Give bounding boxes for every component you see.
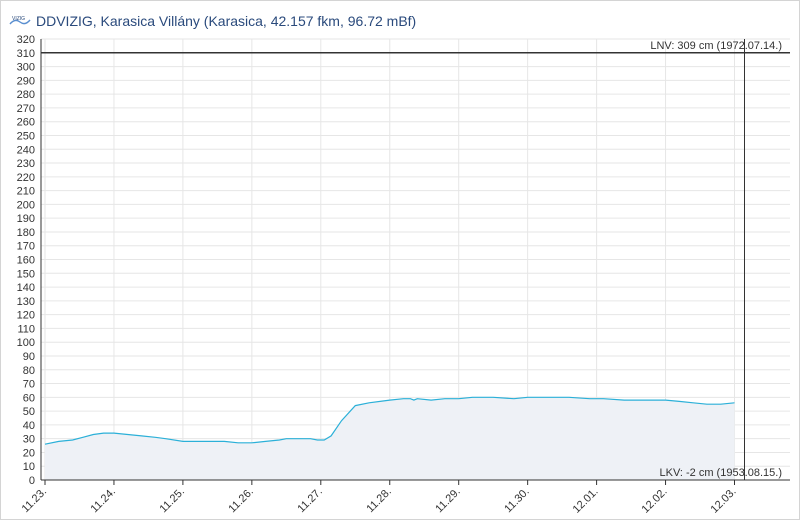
y-tick-label: 10 [23, 461, 35, 473]
chart-header: VIZIG DDVIZIG, Karasica Villány (Karasic… [9, 10, 416, 32]
x-tick-label: 11.25. [157, 486, 187, 516]
x-tick-label: 11.26. [226, 486, 256, 516]
y-tick-label: 280 [17, 89, 35, 101]
y-tick-label: 180 [17, 227, 35, 239]
y-tick-label: 220 [17, 172, 35, 184]
y-tick-label: 270 [17, 103, 35, 115]
y-tick-label: 60 [23, 392, 35, 404]
y-tick-label: 300 [17, 62, 35, 74]
y-tick-label: 100 [17, 337, 35, 349]
x-tick-label: 11.24. [89, 486, 119, 516]
y-tick-label: 110 [17, 323, 35, 335]
y-tick-label: 20 [23, 447, 35, 459]
y-tick-label: 190 [17, 213, 35, 225]
x-tick-label: 11.27. [295, 486, 325, 516]
y-tick-label: 260 [17, 117, 35, 129]
x-tick-label: 11.30. [502, 486, 532, 516]
y-tick-label: 290 [17, 75, 35, 87]
y-tick-label: 120 [17, 310, 35, 322]
y-tick-label: 310 [17, 48, 35, 60]
reference-line-label: LKV: -2 cm (1953.08.15.) [660, 467, 783, 479]
y-tick-label: 90 [23, 351, 35, 363]
series-line [44, 396, 735, 445]
series-area [45, 397, 735, 480]
y-tick-label: 130 [17, 296, 35, 308]
vizig-logo-icon: VIZIG [9, 16, 31, 25]
y-tick-label: 320 [17, 34, 35, 46]
y-tick-label: 230 [17, 158, 35, 170]
y-tick-label: 50 [23, 406, 35, 418]
y-tick-label: 250 [17, 130, 35, 142]
y-tick-label: 0 [29, 475, 35, 487]
y-tick-label: 80 [23, 365, 35, 377]
y-tick-label: 70 [23, 379, 35, 391]
x-tick-label: 11.29. [433, 486, 463, 516]
x-tick-label: 12.01. [571, 486, 601, 516]
y-tick-label: 40 [23, 420, 35, 432]
x-tick-label: 11.28. [364, 486, 394, 516]
y-tick-label: 160 [17, 255, 35, 267]
x-tick-label: 11.23. [20, 486, 50, 516]
x-tick-label: 12.02. [640, 486, 670, 516]
x-tick-label: 12.03. [709, 486, 739, 516]
chart-title: DDVIZIG, Karasica Villány (Karasica, 42.… [36, 13, 417, 29]
y-tick-label: 200 [17, 199, 35, 211]
y-tick-label: 170 [17, 241, 35, 253]
y-tick-label: 30 [23, 434, 35, 446]
y-tick-label: 150 [17, 268, 35, 280]
y-tick-label: 140 [17, 282, 35, 294]
y-tick-label: 240 [17, 144, 35, 156]
reference-line-label: LNV: 309 cm (1972.07.14.) [650, 40, 782, 52]
svg-text:VIZIG: VIZIG [12, 16, 25, 22]
y-tick-label: 210 [17, 186, 35, 198]
